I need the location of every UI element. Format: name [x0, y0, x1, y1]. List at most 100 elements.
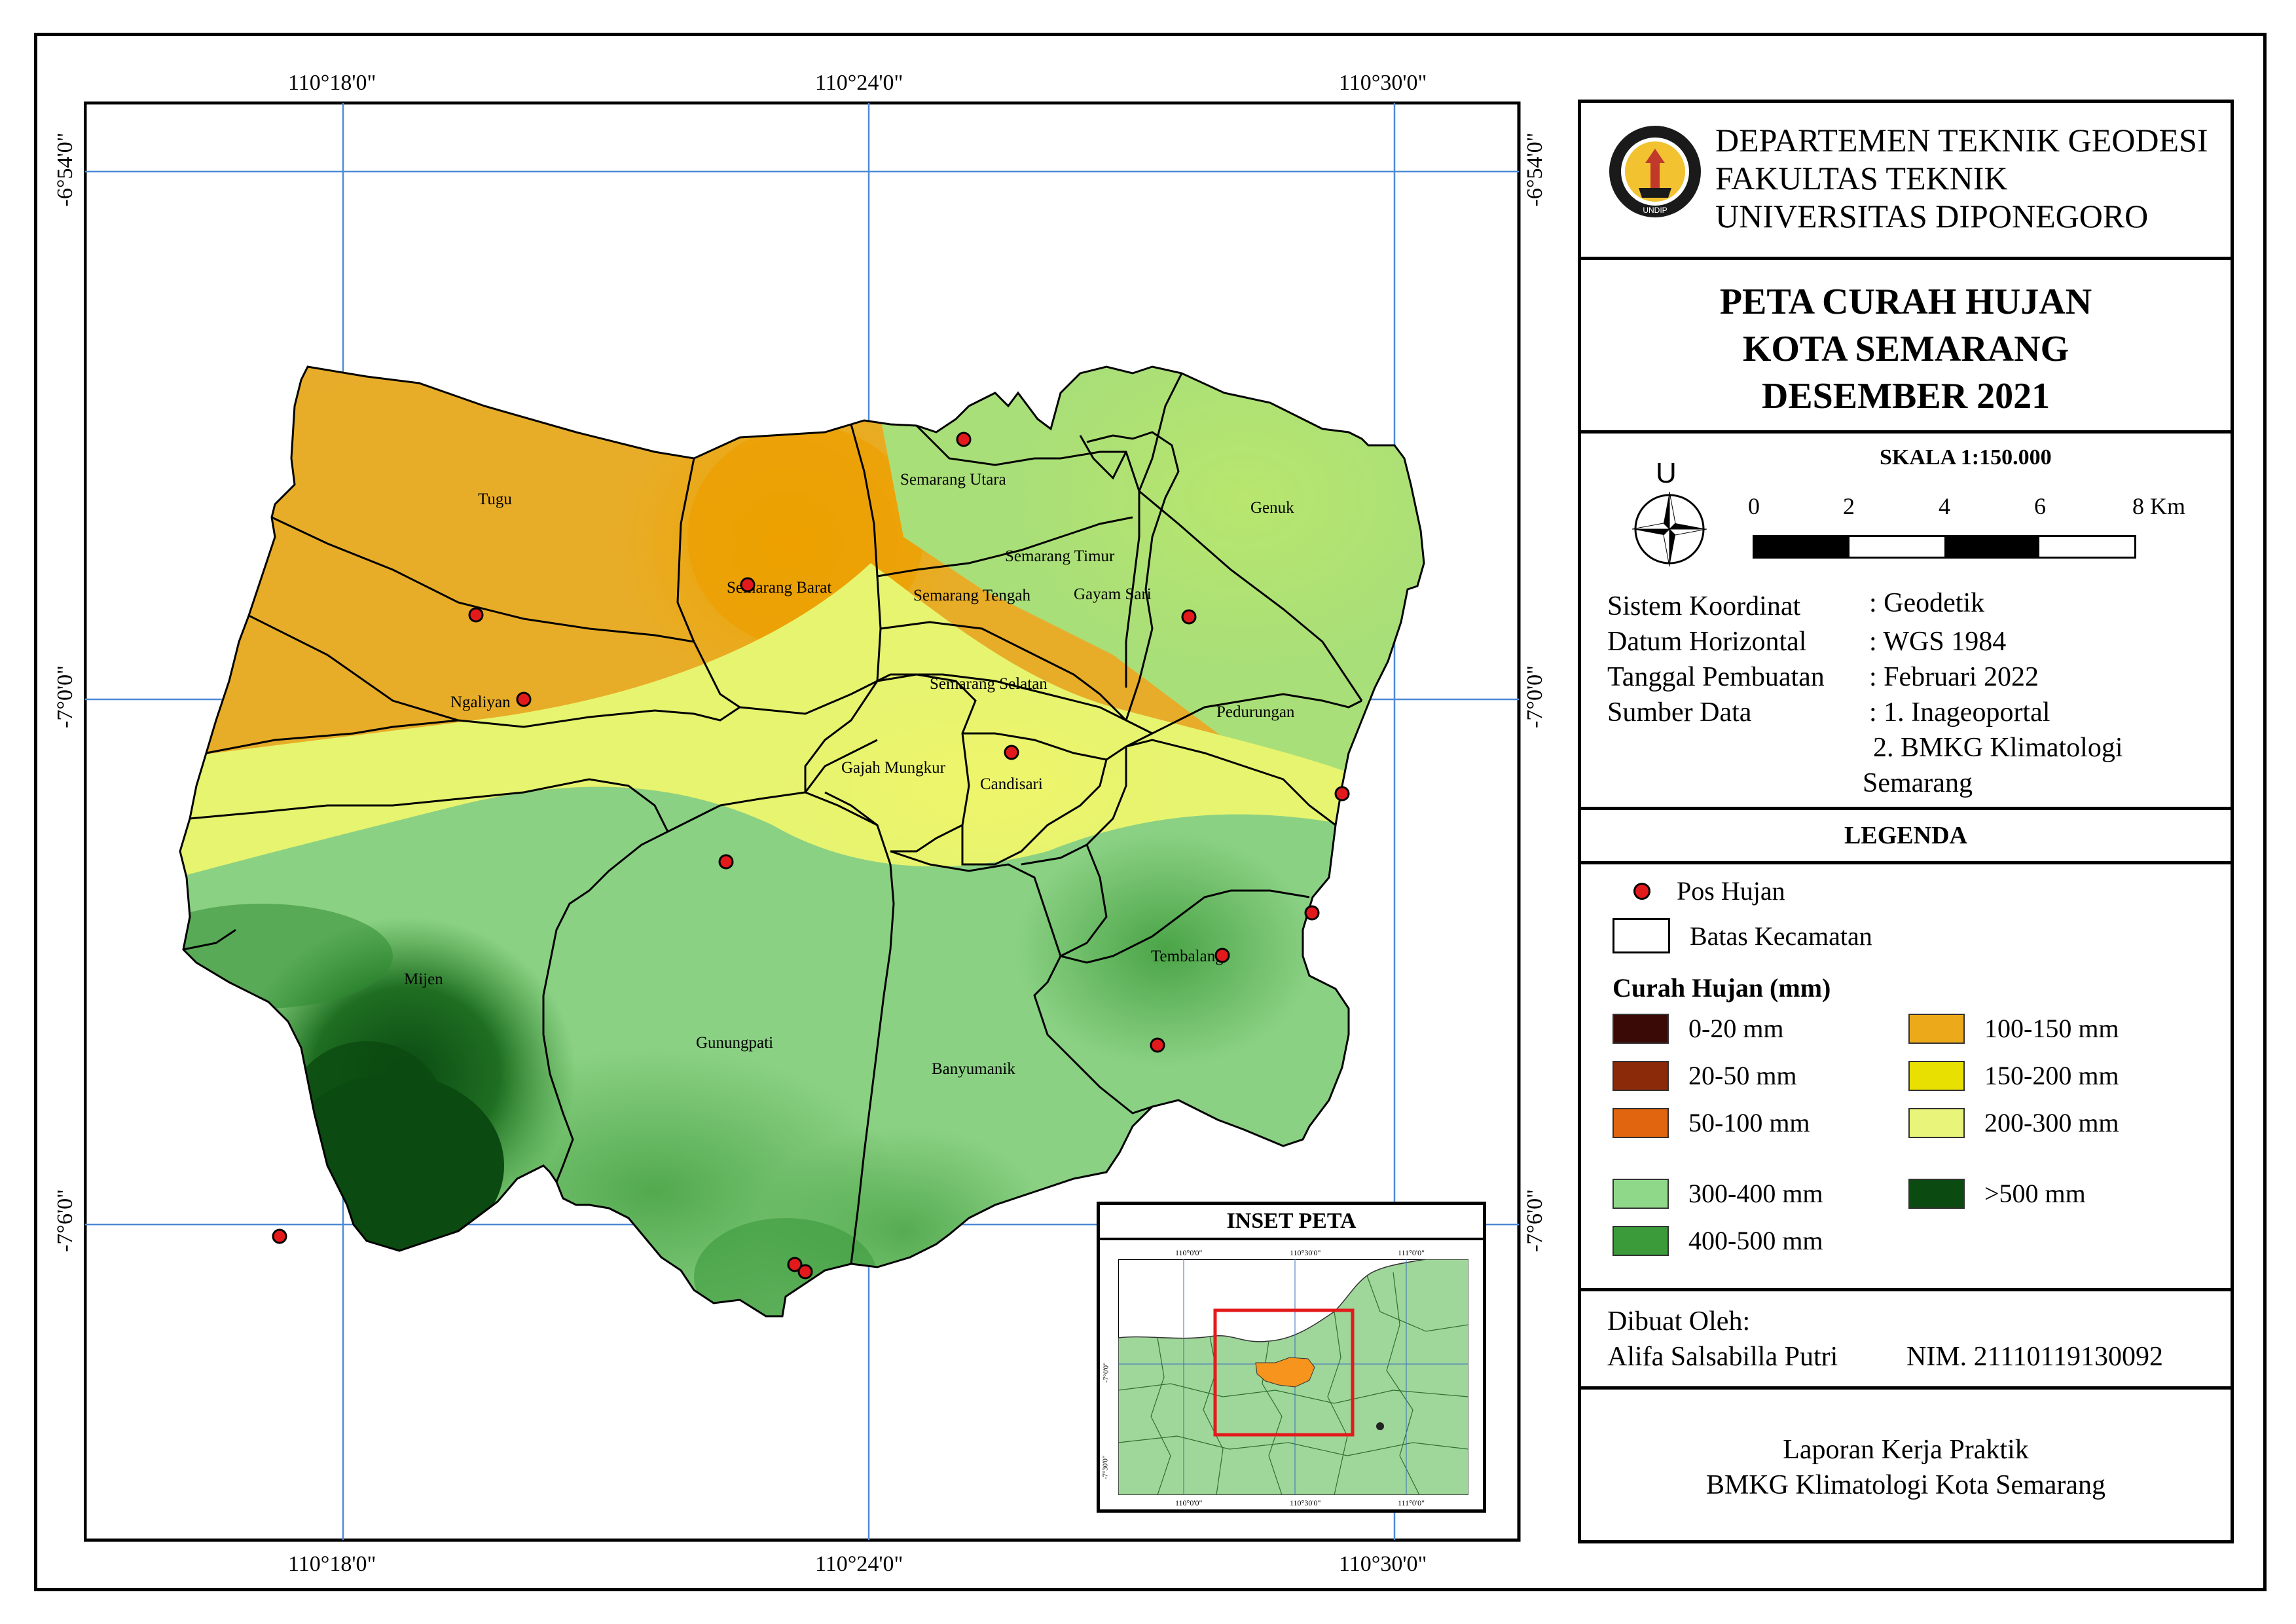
label-gunungpati: Gunungpati	[696, 1034, 773, 1052]
outer-frame	[34, 33, 2267, 1591]
rain-station	[1334, 786, 1350, 802]
legend-swatch-3	[1908, 1013, 1965, 1044]
legend-class-3: 100-150 mm	[1908, 1013, 2119, 1044]
district-boundaries	[179, 365, 1425, 1318]
legend-swatch-2	[1613, 1107, 1669, 1138]
label-candisari: Candisari	[980, 775, 1043, 793]
legend-class-label: 20-50 mm	[1688, 1061, 1797, 1090]
legend-swatch-4	[1908, 1060, 1965, 1091]
footer-line-1: Laporan Kerja Praktik	[1783, 1435, 2029, 1465]
rain-station	[1181, 609, 1197, 625]
legend-class-label: 50-100 mm	[1688, 1108, 1810, 1137]
header-faculty: FAKULTAS TEKNIK	[1715, 160, 2008, 196]
rain-station	[797, 1264, 813, 1280]
coord-top-3: 110°30'0"	[1339, 71, 1427, 95]
label-tembalang: Tembalang	[1151, 948, 1224, 965]
legend-swatch-6	[1613, 1178, 1669, 1209]
legend-class-label: 100-150 mm	[1984, 1014, 2119, 1043]
inset-extent-frame	[1213, 1308, 1355, 1437]
inset-coord-left-2: -7°30'0"	[1101, 1455, 1110, 1480]
label-gajah-mungkur: Gajah Mungkur	[841, 759, 946, 777]
info-label-0: Sistem Koordinat	[1607, 591, 1801, 621]
rain-station-marker-icon	[1633, 882, 1650, 900]
legend-class-label: 0-20 mm	[1688, 1014, 1784, 1043]
info-value-3: : 1. Inageoportal	[1869, 697, 2050, 728]
rain-station	[1214, 948, 1230, 963]
svg-text:UNDIP: UNDIP	[1643, 206, 1667, 215]
legend-class-label: 150-200 mm	[1984, 1061, 2119, 1090]
scale-tick-6: 6	[2034, 493, 2046, 519]
coord-left-1: -6°54'0"	[53, 132, 77, 207]
inset-title: INSET PETA	[1100, 1205, 1483, 1240]
coord-bottom-2: 110°24'0"	[815, 1552, 903, 1576]
legend-class-6: 300-400 mm	[1613, 1178, 1823, 1209]
rain-station	[1004, 745, 1019, 760]
coord-top-2: 110°24'0"	[815, 71, 903, 95]
coord-top-1: 110°18'0"	[288, 71, 376, 95]
rainfall-map: Tugu Semarang Barat Ngaliyan Semarang Ut…	[84, 101, 1521, 1542]
legend-class-1: 20-50 mm	[1613, 1060, 1797, 1091]
header-dept: DEPARTEMEN TEKNIK GEODESI	[1715, 122, 2208, 158]
info-value-3b: 2. BMKG Klimatologi	[1873, 733, 2123, 763]
inset-coord-left-1: -7°0'0"	[1102, 1362, 1110, 1383]
legend-curah-heading: Curah Hujan (mm)	[1613, 973, 1831, 1003]
legend-batas-label: Batas Kecamatan	[1690, 921, 1872, 951]
rain-station	[516, 692, 532, 707]
scale-info-box: SKALA 1:150.000 U 0 2 4 6 8 Km Sistem Ko…	[1578, 430, 2234, 810]
legend-class-5: 200-300 mm	[1908, 1107, 2119, 1138]
inset-coord-top-2: 110°30'0"	[1290, 1248, 1321, 1257]
title-line-3: DESEMBER 2021	[1761, 376, 2050, 416]
label-gayam-sari: Gayam Sari	[1074, 585, 1152, 603]
north-arrow-icon	[1631, 491, 1707, 567]
boundary-swatch	[1613, 918, 1670, 953]
scale-bar	[1753, 535, 2136, 559]
scale-tick-4: 4	[1939, 493, 1950, 519]
title-line-1: PETA CURAH HUJAN	[1719, 282, 2092, 322]
rain-station	[1150, 1037, 1165, 1053]
legend-pos-hujan-label: Pos Hujan	[1677, 876, 1785, 906]
author-label: Dibuat Oleh:	[1607, 1306, 1751, 1337]
inset-coord-bottom-3: 111°0'0"	[1398, 1498, 1425, 1507]
info-label-3: Sumber Data	[1607, 697, 1752, 728]
label-semarang-timur: Semarang Timur	[1005, 547, 1115, 565]
info-value-1: : WGS 1984	[1869, 627, 2007, 657]
undip-logo: UNDIP	[1609, 126, 1701, 217]
district-labels: Tugu Semarang Barat Ngaliyan Semarang Ut…	[404, 471, 1295, 1078]
label-genuk: Genuk	[1250, 499, 1294, 517]
coord-right-3: -7°6'0"	[1523, 1189, 1547, 1252]
coord-right-1: -6°54'0"	[1523, 132, 1547, 207]
title-line-2: KOTA SEMARANG	[1742, 329, 2069, 369]
rain-station	[956, 432, 972, 447]
legend-class-label: 200-300 mm	[1984, 1108, 2119, 1137]
scale-tick-8: 8 Km	[2132, 493, 2185, 519]
coord-bottom-1: 110°18'0"	[288, 1552, 376, 1576]
legend-class-label: >500 mm	[1984, 1179, 2086, 1208]
legend-swatch-8	[1613, 1225, 1669, 1256]
author-nim: NIM. 21110119130092	[1906, 1342, 2163, 1372]
coord-bottom-3: 110°30'0"	[1339, 1552, 1427, 1576]
info-value-0: : Geodetik	[1869, 588, 1985, 618]
label-banyumanik: Banyumanik	[932, 1060, 1015, 1078]
rain-station	[1304, 905, 1320, 921]
inset-coord-bottom-1: 110°0'0"	[1175, 1498, 1203, 1507]
header-box: UNDIP DEPARTEMEN TEKNIK GEODESI FAKULTAS…	[1578, 100, 2234, 257]
scale-tick-0: 0	[1748, 493, 1760, 519]
north-label: U	[1656, 457, 1677, 489]
legend-swatch-0	[1613, 1013, 1669, 1044]
author-box: Dibuat Oleh: Alifa Salsabilla Putri NIM.…	[1578, 1288, 2234, 1390]
coord-right-2: -7°0'0"	[1523, 665, 1547, 728]
info-value-3c: Semarang	[1863, 768, 1973, 798]
legend-heading: LEGENDA	[1581, 810, 2231, 864]
rain-station	[787, 1257, 803, 1272]
author-name: Alifa Salsabilla Putri	[1607, 1342, 1838, 1372]
inset-coord-top-3: 111°0'0"	[1398, 1248, 1425, 1257]
rain-stations	[272, 432, 1350, 1280]
legend-swatch-1	[1613, 1060, 1669, 1091]
label-ngaliyan: Ngaliyan	[450, 693, 511, 711]
legend-class-7: >500 mm	[1908, 1178, 2086, 1209]
label-semarang-utara: Semarang Utara	[900, 471, 1006, 489]
footer-line-2: BMKG Klimatologi Kota Semarang	[1705, 1470, 2106, 1500]
scale-tick-2: 2	[1843, 493, 1855, 519]
legend-batas: Batas Kecamatan	[1613, 918, 1872, 953]
legend-class-0: 0-20 mm	[1613, 1013, 1784, 1044]
